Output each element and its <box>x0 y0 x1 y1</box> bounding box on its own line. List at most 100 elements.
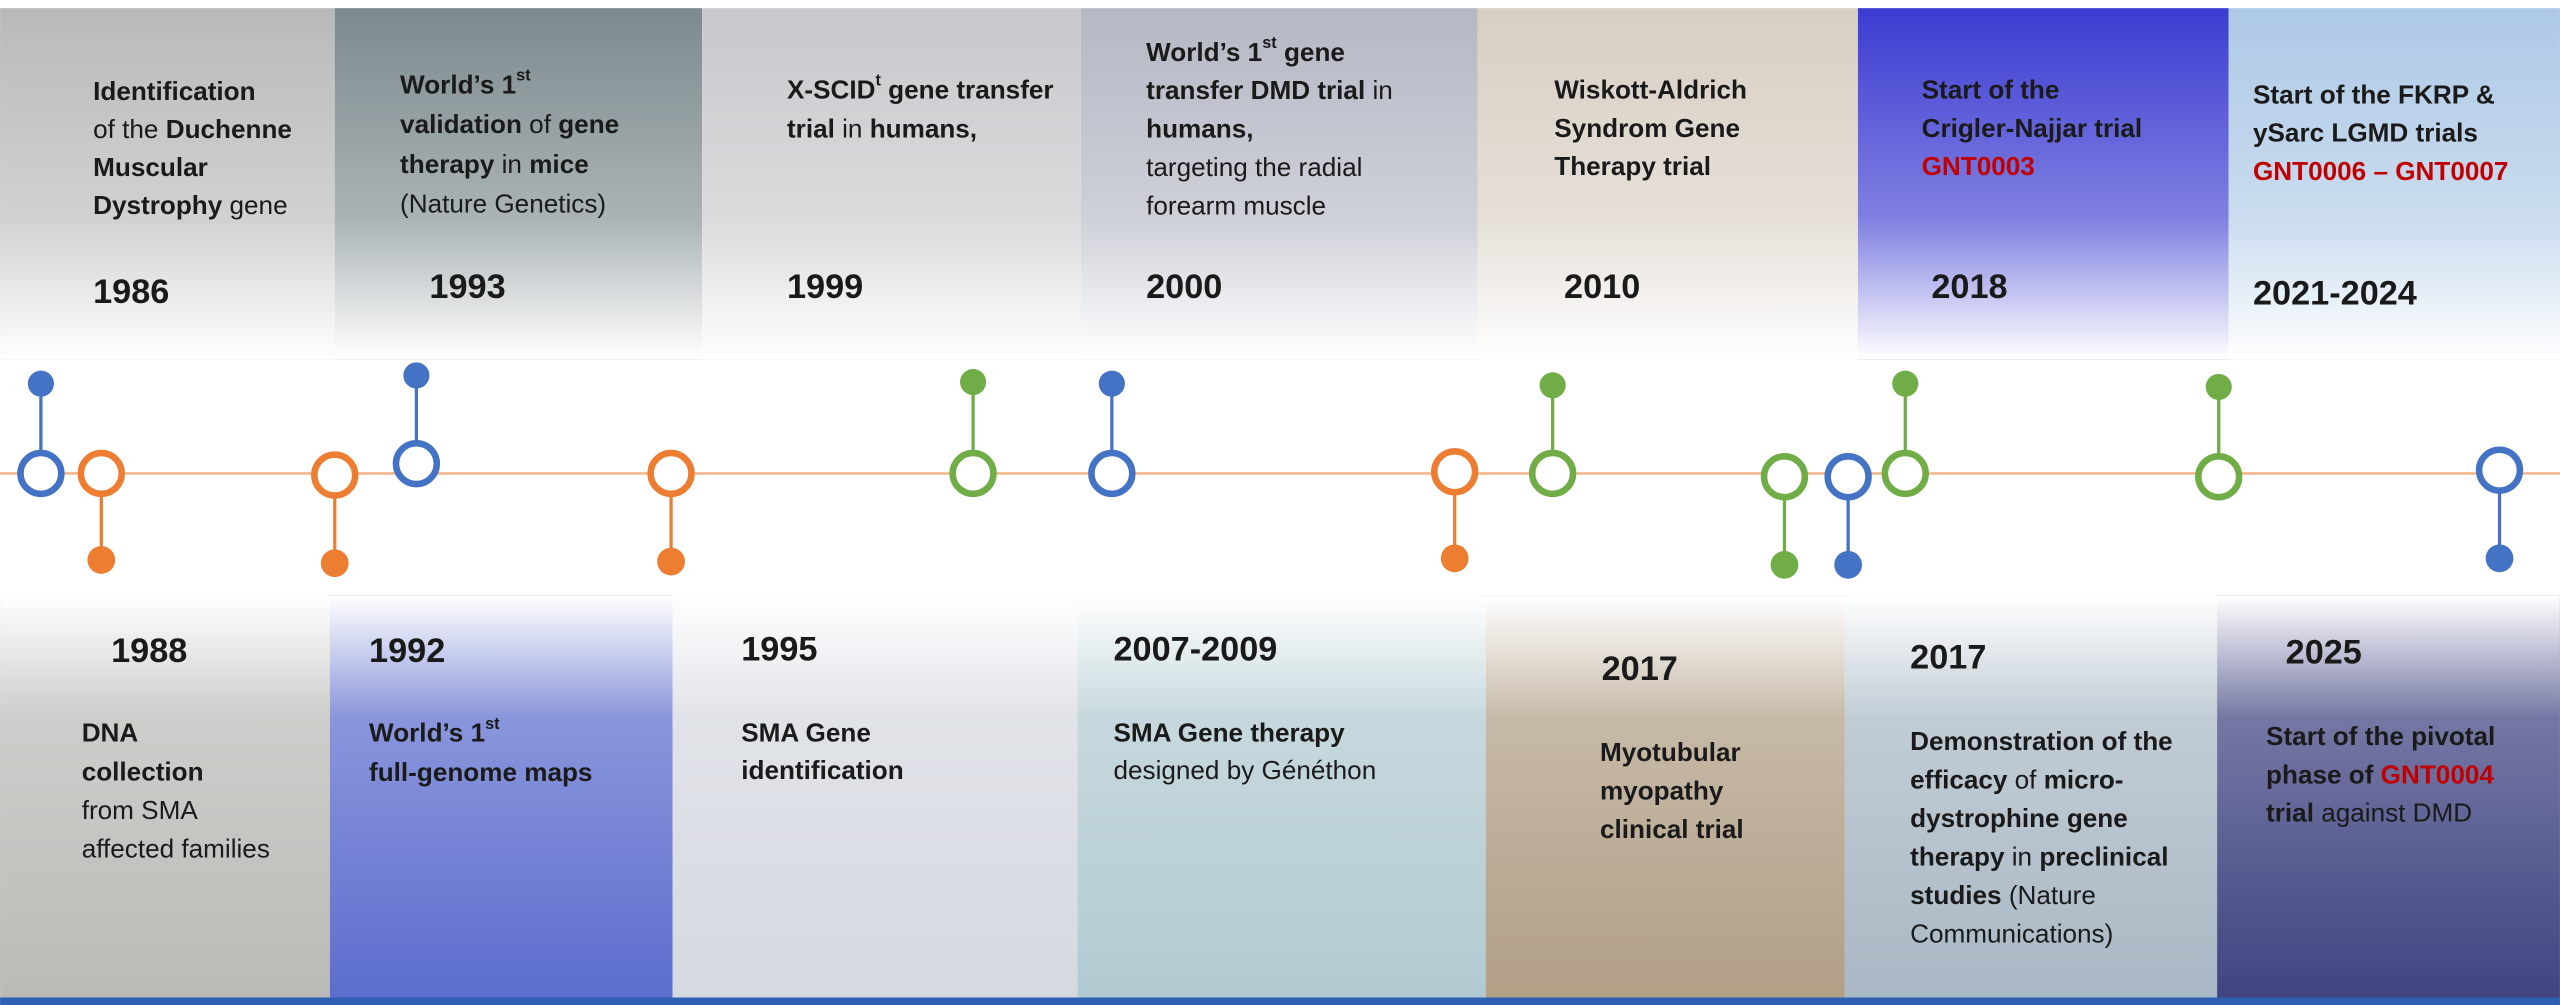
text-run: clinical trial <box>1600 814 1744 844</box>
text-run: myopathy <box>1600 776 1724 806</box>
marker-ring <box>1760 453 1809 501</box>
marker-ring <box>1528 449 1577 498</box>
event: 1988 DNA collection from SMA affected famili… <box>77 449 270 864</box>
text-run: (Nature <box>2002 880 2096 910</box>
marker-ring <box>77 449 125 498</box>
event: 2000 World’s 1st gene transfer DMD trial i… <box>1088 34 1393 498</box>
superscript: st <box>1262 34 1277 52</box>
event: 1993 World’s 1st validation of gene therapy… <box>392 67 619 488</box>
superscript: t <box>875 72 881 90</box>
marker-ring <box>1431 448 1479 496</box>
event-year: 1988 <box>111 632 187 670</box>
text-run: therapy <box>1910 841 2005 871</box>
event-text-line: affected families <box>82 834 270 864</box>
event-text-line: forearm muscle <box>1146 190 1326 220</box>
event-text-line: GNT0006 – GNT0007 <box>2253 156 2508 186</box>
text-run: against DMD <box>2314 798 2472 828</box>
event: 1986 Identification of the Duchenne Muscula… <box>17 76 292 498</box>
text-run: GNT0004 <box>2381 759 2495 789</box>
event: 2021-2024 Start of the FKRP & ySarc LGMD t… <box>2195 79 2508 501</box>
text-run: transfer DMD trial <box>1146 75 1365 105</box>
text-run: validation <box>400 109 522 139</box>
event-year: 1986 <box>93 273 169 311</box>
text-run: affected families <box>82 834 270 864</box>
text-run: mice <box>529 149 589 179</box>
event-text-line: DNA <box>82 718 139 748</box>
event-text-line: dystrophine gene <box>1910 803 2128 833</box>
marker-ring <box>1881 449 1929 498</box>
text-run: of <box>2007 764 2043 794</box>
text-run: trial <box>787 114 835 144</box>
event-text-line: targeting the radial <box>1146 152 1362 182</box>
event-text-line: (Nature Genetics) <box>400 188 606 218</box>
event-year: 1995 <box>741 630 817 668</box>
event: 2017 Myotubular myopathy clinical trial <box>1600 453 1809 844</box>
fade <box>0 595 2560 1005</box>
text-run: gene <box>558 109 619 139</box>
event-text-line: Syndrom Gene <box>1554 113 1740 143</box>
text-run: Start of the pivotal <box>2266 721 2495 751</box>
event-text-line: SMA Gene therapy <box>1113 718 1345 748</box>
bottom-photos <box>0 595 2560 1005</box>
event: 2007-2009 SMA Gene therapy designed by Gén… <box>1113 448 1479 785</box>
event-year: 2000 <box>1146 268 1222 306</box>
text-run: GNT0003 <box>1922 151 2035 181</box>
event: 2018 Start of the Crigler-Najjar trial GNT0… <box>1881 74 2143 498</box>
event-year: 2010 <box>1564 268 1640 306</box>
text-run: from SMA <box>82 795 199 825</box>
text-run: Dystrophy <box>93 190 223 220</box>
event-text-line: validation of gene <box>400 109 619 139</box>
event-text-line: Crigler-Najjar trial <box>1922 113 2143 143</box>
marker-dot <box>320 549 349 578</box>
marker-ring <box>949 449 997 498</box>
marker-dot <box>27 370 54 397</box>
marker-ring <box>1088 449 1136 498</box>
text-run: humans, <box>870 114 977 144</box>
marker-dot <box>657 547 685 576</box>
event-text-line: Start of the FKRP & <box>2253 79 2495 109</box>
marker-ring <box>392 439 441 488</box>
event-year: 1992 <box>369 632 445 670</box>
marker-dot <box>1440 544 1469 573</box>
event: 2025 Start of the pivotal phase of GNT0004… <box>2266 446 2524 828</box>
event-text-line: phase of GNT0004 <box>2266 759 2494 789</box>
marker-dot <box>1770 550 1799 579</box>
event-text-line: collection <box>82 756 204 786</box>
text-run: efficacy <box>1910 764 2008 794</box>
bottom-bar <box>0 997 2560 1005</box>
text-run: studies <box>1910 880 2001 910</box>
event: 1999 X-SCIDt gene transfer trial in humans… <box>787 72 1054 498</box>
event: 2010 Wiskott-Aldrich Syndrom Gene Therapy t… <box>1528 74 1747 498</box>
text-run: X-SCID <box>787 74 876 104</box>
text-run: in <box>2004 841 2039 871</box>
event-year: 2017 <box>1910 639 1986 677</box>
event-text-line: efficacy of micro- <box>1910 764 2123 794</box>
event-text-line: from SMA <box>82 795 199 825</box>
text-run: Myotubular <box>1600 737 1741 767</box>
text-run: trial <box>2266 798 2314 828</box>
text-run: GNT0006 – GNT0007 <box>2253 156 2508 186</box>
text-run: Syndrom Gene <box>1554 113 1740 143</box>
top-photos <box>0 8 2560 360</box>
marker-dot <box>403 362 430 389</box>
text-run: of the <box>93 114 166 144</box>
event-text-line: X-SCIDt gene transfer <box>787 72 1054 104</box>
text-run: Demonstration of the <box>1910 726 2173 756</box>
event-text-line: Dystrophy gene <box>93 190 287 220</box>
marker-dot <box>960 368 987 396</box>
text-run: identification <box>741 755 903 785</box>
text-run: of <box>522 109 558 139</box>
marker-ring <box>647 449 695 498</box>
text-run: World’s 1 <box>400 69 516 99</box>
text-run: DNA <box>82 718 139 748</box>
event-text-line: Myotubular <box>1600 737 1741 767</box>
event-text-line: Start of the <box>1922 74 2060 104</box>
text-run: Therapy trial <box>1554 151 1711 181</box>
marker-ring <box>1824 453 1872 501</box>
event-text-line: humans, <box>1146 114 1253 144</box>
text-run: ySarc LGMD trials <box>2253 118 2478 148</box>
event-text-line: myopathy <box>1600 776 1724 806</box>
event-text-line: ySarc LGMD trials <box>2253 118 2478 148</box>
text-run: therapy <box>400 149 495 179</box>
